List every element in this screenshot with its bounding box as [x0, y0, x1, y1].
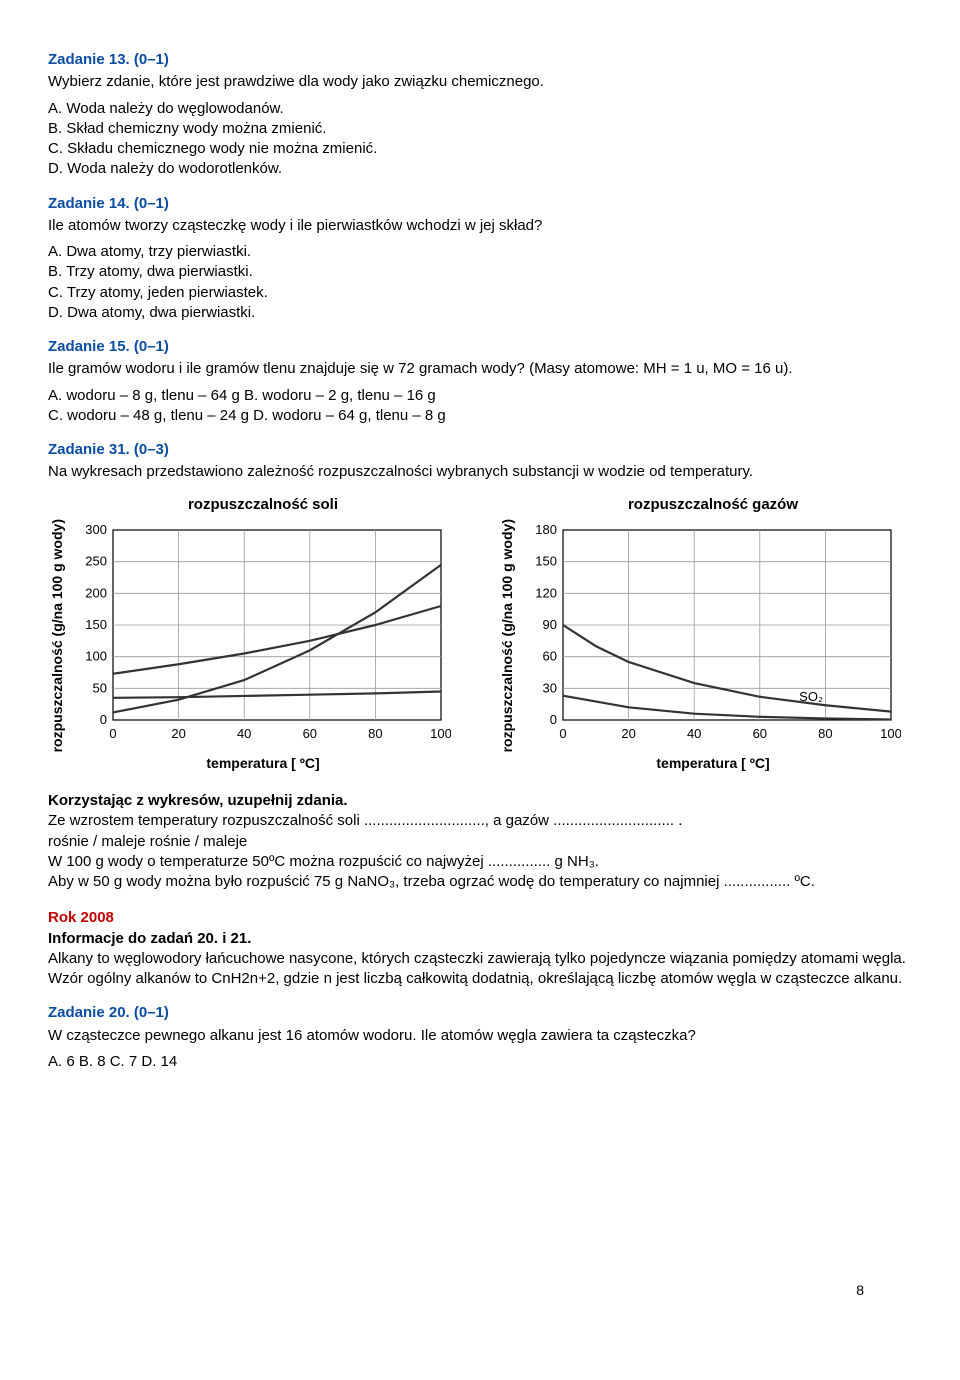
charts-row: rozpuszczalność soli rozpuszczalność (g/…	[48, 495, 912, 774]
task14-title: Zadanie 14. (0–1)	[48, 194, 912, 214]
svg-text:80: 80	[368, 726, 382, 741]
task20-title: Zadanie 20. (0–1)	[48, 1003, 912, 1023]
svg-text:60: 60	[302, 726, 316, 741]
task20-options: A. 6 B. 8 C. 7 D. 14	[48, 1052, 912, 1072]
task13-opt-c: C. Składu chemicznego wody nie można zmi…	[48, 139, 912, 159]
task14-opt-d: D. Dwa atomy, dwa pierwiastki.	[48, 303, 912, 323]
task13-question: Wybierz zdanie, które jest prawdziwe dla…	[48, 72, 912, 92]
svg-text:120: 120	[535, 586, 557, 601]
svg-text:150: 150	[535, 554, 557, 569]
chart-soli: rozpuszczalność soli rozpuszczalność (g/…	[48, 495, 478, 774]
svg-text:40: 40	[237, 726, 251, 741]
svg-text:200: 200	[85, 586, 107, 601]
task15-opts-cd: C. wodoru – 48 g, tlenu – 24 g D. wodoru…	[48, 406, 912, 426]
fillin-line4: Aby w 50 g wody można było rozpuścić 75 …	[48, 872, 912, 892]
fillin-line1: Ze wzrostem temperatury rozpuszczalność …	[48, 811, 912, 831]
task15-title: Zadanie 15. (0–1)	[48, 337, 912, 357]
task13-title: Zadanie 13. (0–1)	[48, 50, 912, 70]
svg-text:80: 80	[818, 726, 832, 741]
task14-opt-b: B. Trzy atomy, dwa pierwiastki.	[48, 262, 912, 282]
chart-soli-xlabel: temperatura [ ºC]	[48, 754, 478, 773]
task20-question: W cząsteczce pewnego alkanu jest 16 atom…	[48, 1026, 912, 1046]
task14-opt-a: A. Dwa atomy, trzy pierwiastki.	[48, 242, 912, 262]
info-heading: Informacje do zadań 20. i 21.	[48, 929, 912, 949]
chart-soli-title: rozpuszczalność soli	[48, 495, 478, 515]
svg-text:40: 40	[687, 726, 701, 741]
svg-text:100: 100	[880, 726, 901, 741]
chart-gazow-plot: SO₂ 0 20 40 60 80 100 0 30 60 90 120 150 180	[521, 520, 901, 750]
svg-text:0: 0	[100, 712, 107, 727]
chart-gazow-xlabel: temperatura [ ºC]	[498, 754, 928, 773]
chart-gazow-title: rozpuszczalność gazów	[498, 495, 928, 515]
svg-text:0: 0	[550, 712, 557, 727]
year-label: Rok 2008	[48, 908, 912, 928]
svg-text:100: 100	[85, 649, 107, 664]
svg-text:100: 100	[430, 726, 451, 741]
svg-text:60: 60	[542, 649, 556, 664]
task13-opt-a: A. Woda należy do węglowodanów.	[48, 99, 912, 119]
chart-gazow: rozpuszczalność gazów rozpuszczalność (g…	[498, 495, 928, 774]
task13-opt-b: B. Skład chemiczny wody można zmienić.	[48, 119, 912, 139]
svg-text:300: 300	[85, 522, 107, 537]
svg-text:SO₂: SO₂	[799, 689, 823, 704]
task15-question: Ile gramów wodoru i ile gramów tlenu zna…	[48, 359, 912, 379]
chart-soli-ylabel: rozpuszczalność (g/na 100 g wody)	[48, 519, 67, 752]
chart-soli-plot: 0 20 40 60 80 100 0 50 100 150 200 250 300	[71, 520, 451, 750]
svg-text:0: 0	[559, 726, 566, 741]
svg-text:0: 0	[109, 726, 116, 741]
task15-opts-ab: A. wodoru – 8 g, tlenu – 64 g B. wodoru …	[48, 386, 912, 406]
svg-text:150: 150	[85, 617, 107, 632]
fillin-line2: rośnie / maleje rośnie / maleje	[48, 832, 912, 852]
fillin-line3: W 100 g wody o temperaturze 50ºC można r…	[48, 852, 912, 872]
svg-text:250: 250	[85, 554, 107, 569]
task13-opt-d: D. Woda należy do wodorotlenków.	[48, 159, 912, 179]
task31-question: Na wykresach przedstawiono zależność roz…	[48, 462, 912, 482]
svg-text:90: 90	[542, 617, 556, 632]
svg-text:180: 180	[535, 522, 557, 537]
svg-text:50: 50	[92, 681, 106, 696]
svg-text:20: 20	[621, 726, 635, 741]
svg-text:20: 20	[171, 726, 185, 741]
svg-text:60: 60	[752, 726, 766, 741]
page-number: 8	[856, 1281, 864, 1300]
info-body: Alkany to węglowodory łańcuchowe nasycon…	[48, 949, 912, 990]
task14-question: Ile atomów tworzy cząsteczkę wody i ile …	[48, 216, 912, 236]
chart-gazow-ylabel: rozpuszczalność (g/na 100 g wody)	[498, 519, 517, 752]
task31-title: Zadanie 31. (0–3)	[48, 440, 912, 460]
svg-text:30: 30	[542, 681, 556, 696]
fillin-lead: Korzystając z wykresów, uzupełnij zdania…	[48, 791, 912, 811]
task14-opt-c: C. Trzy atomy, jeden pierwiastek.	[48, 283, 912, 303]
